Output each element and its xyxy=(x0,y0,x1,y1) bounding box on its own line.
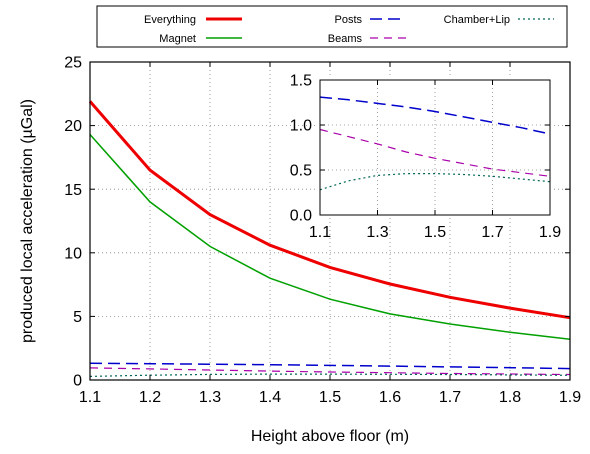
x-tick-label: 1.4 xyxy=(259,389,281,406)
x-tick-label: 1.8 xyxy=(499,389,521,406)
x-tick-label: 1.3 xyxy=(199,389,221,406)
y-tick-label: 10 xyxy=(64,245,82,262)
legend-label: Posts xyxy=(334,14,362,26)
x-tick-label: 1.7 xyxy=(439,389,461,406)
legend-label: Everything xyxy=(144,14,196,26)
x-tick-label: 1.7 xyxy=(481,224,503,241)
y-axis-label: produced local acceleration (µGal) xyxy=(19,99,36,343)
y-tick-label: 1.0 xyxy=(290,118,312,135)
legend-items: Everything Posts Chamber+Lip Magnet Beams xyxy=(144,14,554,45)
y-tick-label: 0.0 xyxy=(290,208,312,225)
x-tick-label: 1.9 xyxy=(559,389,581,406)
inset-chart: 1.1 1.3 1.5 1.7 1.9 0.0 0.5 1.0 1.5 xyxy=(290,73,561,241)
series-line-posts xyxy=(319,96,551,135)
x-tick-label: 1.2 xyxy=(139,389,161,406)
y-tick-label: 1.5 xyxy=(290,73,312,90)
legend-box xyxy=(96,5,568,48)
inset-background xyxy=(316,78,552,216)
series-line-beams xyxy=(89,367,571,376)
x-tick-label: 1.5 xyxy=(424,224,446,241)
y-tick-label: 5 xyxy=(73,309,82,326)
legend: Everything Posts Chamber+Lip Magnet Beams xyxy=(96,5,568,48)
y-tick-label: 20 xyxy=(64,118,82,135)
inset-grid xyxy=(320,80,550,215)
main-ticks: 1.1 1.2 1.3 1.4 1.5 1.6 1.7 1.8 1.9 0 5 10 15 20 25 xyxy=(64,55,581,406)
x-tick-label: 1.5 xyxy=(319,389,341,406)
series-line-beams xyxy=(319,128,551,177)
y-tick-label: 25 xyxy=(64,55,82,72)
inset-series xyxy=(319,96,551,191)
y-tick-label: 0 xyxy=(73,373,82,390)
x-tick-label: 1.9 xyxy=(539,224,561,241)
inset-ticks: 1.1 1.3 1.5 1.7 1.9 0.0 0.5 1.0 1.5 xyxy=(290,73,561,241)
legend-label: Chamber+Lip xyxy=(444,14,510,26)
x-tick-label: 1.3 xyxy=(366,224,388,241)
main-series xyxy=(88,100,571,377)
y-tick-label: 15 xyxy=(64,182,82,199)
series-line-everything xyxy=(88,100,571,320)
x-tick-label: 1.1 xyxy=(79,389,101,406)
x-tick-label: 1.6 xyxy=(379,389,401,406)
series-line-magnet xyxy=(89,134,571,341)
series-line-chamber-lip xyxy=(89,373,571,377)
y-tick-label: 0.5 xyxy=(290,163,312,180)
legend-label: Magnet xyxy=(159,33,196,45)
legend-label: Beams xyxy=(328,33,363,45)
series-line-chamber-lip xyxy=(319,173,551,191)
series-line-posts xyxy=(89,362,571,370)
x-axis-label: Height above floor (m) xyxy=(251,428,409,445)
x-tick-label: 1.1 xyxy=(309,224,331,241)
